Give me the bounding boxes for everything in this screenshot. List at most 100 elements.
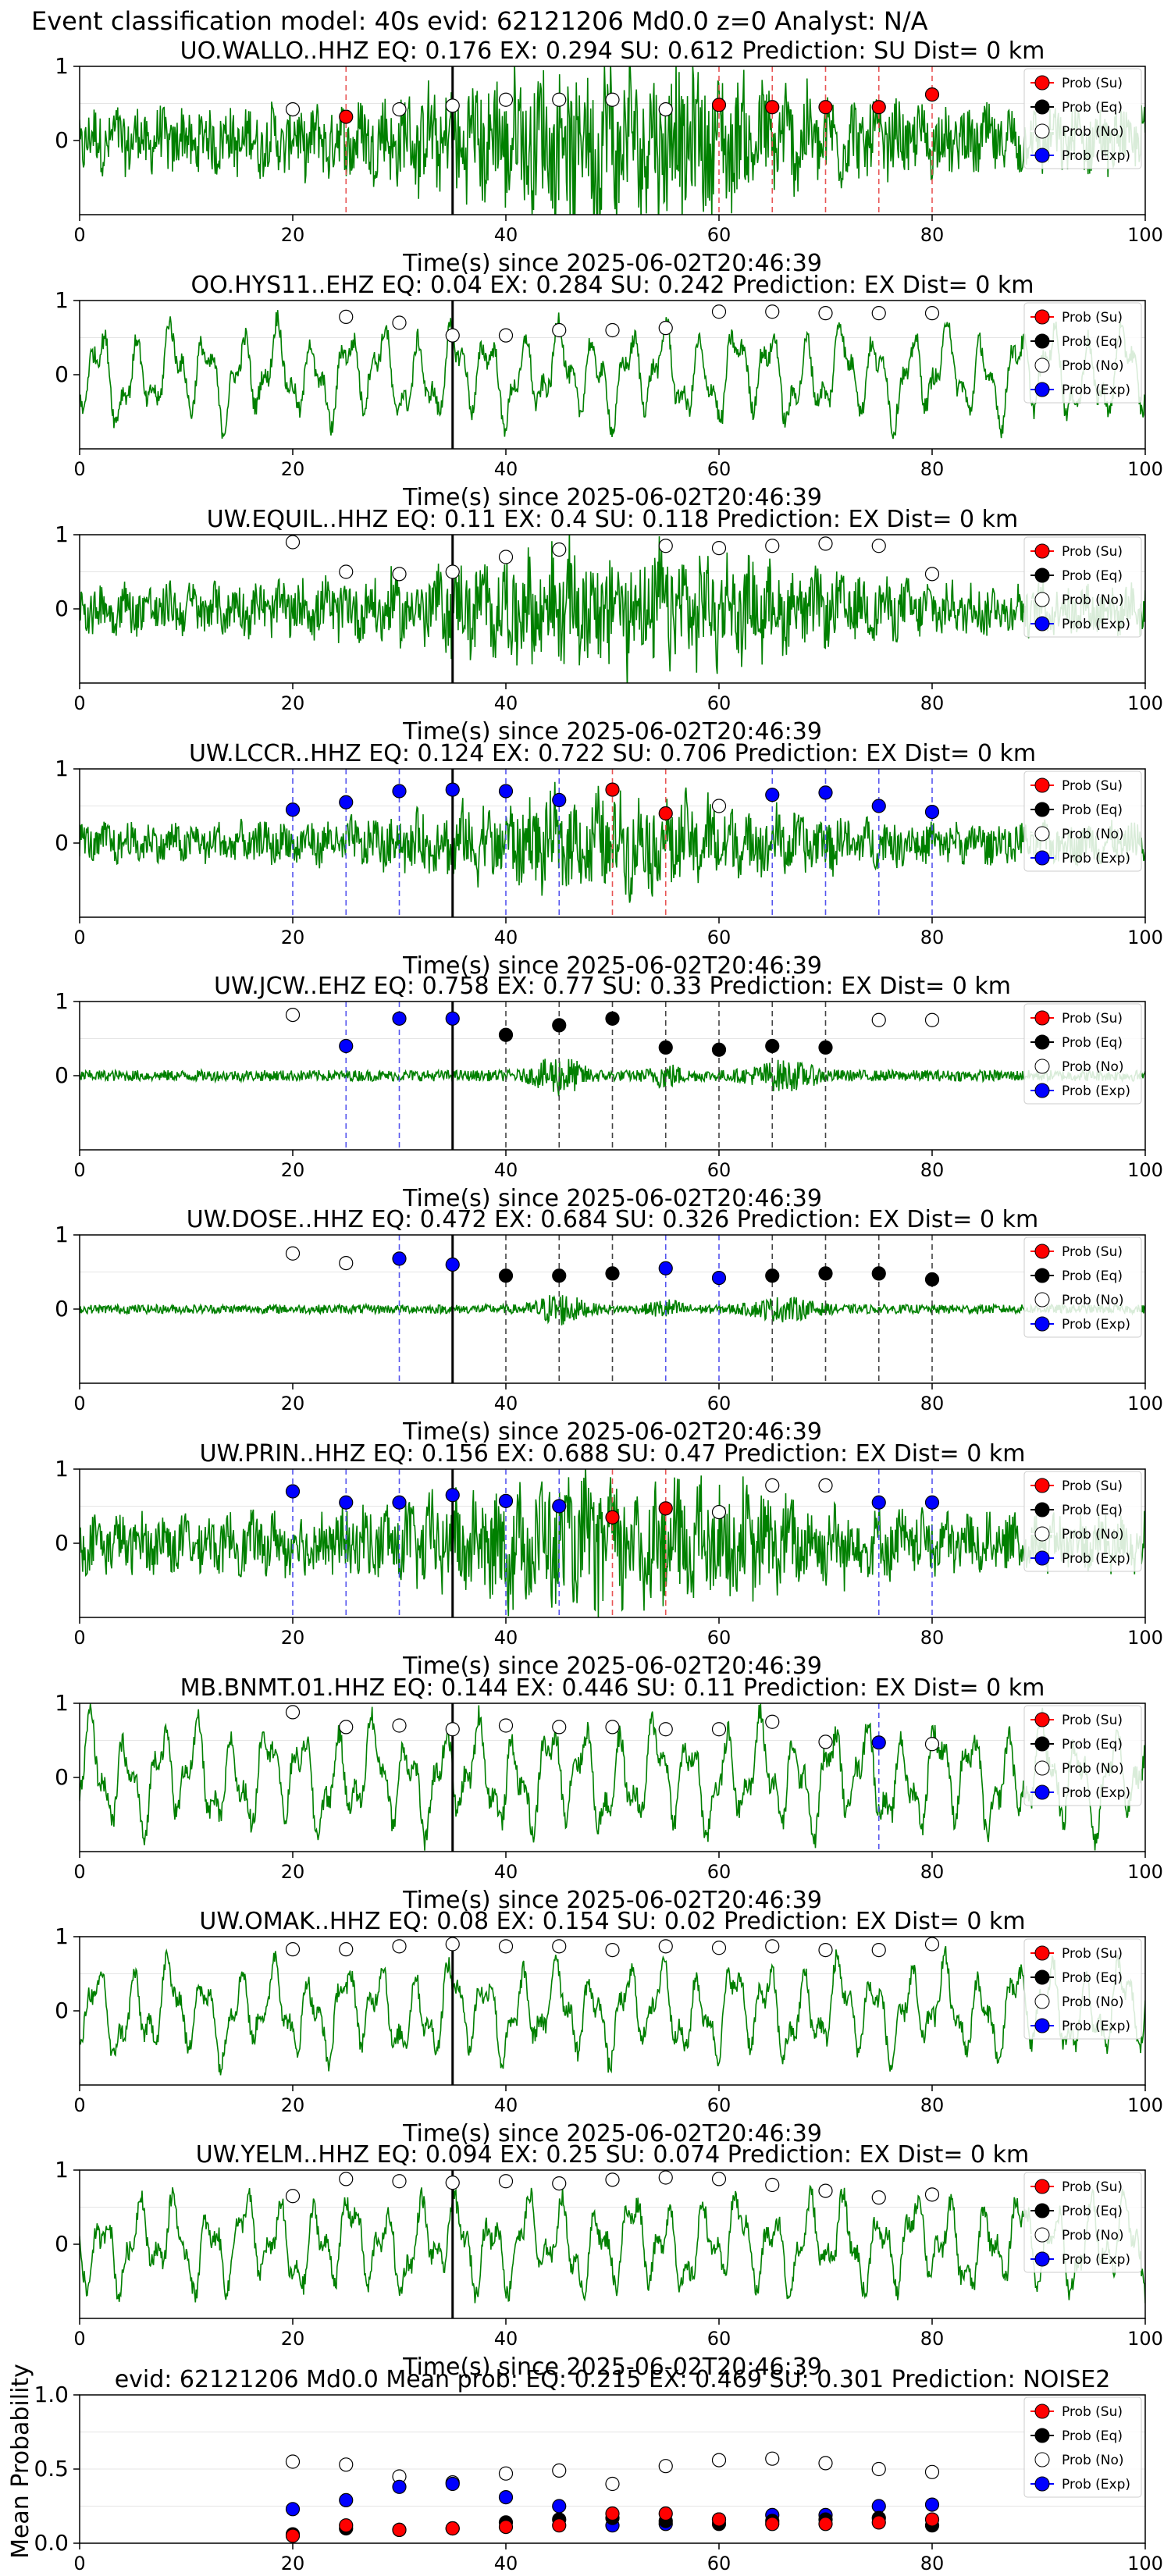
panel-legend-frame (1023, 68, 1142, 169)
prob-point-no (711, 2172, 727, 2186)
legend-marker-exp (1034, 850, 1050, 866)
prob-point-no (392, 1718, 407, 1733)
legend-marker-no (1034, 1292, 1050, 1308)
legend-label-eq: Prob (Eq) (1062, 2428, 1123, 2444)
prob-point-exp (871, 1495, 886, 1510)
panel-axis-xtick-label: 100 (1127, 1159, 1163, 1181)
prob-point-su (765, 100, 780, 115)
legend-label-no: Prob (No) (1062, 1059, 1124, 1075)
prob-point-exp (445, 1257, 460, 1272)
mean-point-no (924, 2464, 940, 2479)
prob-point-exp (871, 1735, 886, 1750)
waveform-trace (80, 66, 1145, 215)
panel-axis-xtick-label: 40 (494, 1393, 518, 1414)
prob-point-no (711, 799, 727, 813)
panel-axis-xtick-label: 100 (1127, 1393, 1163, 1414)
panel-axis-ytick-label: 0 (55, 361, 69, 387)
panel-axis-xtick-label: 40 (494, 458, 518, 480)
prob-point-no (285, 1007, 301, 1023)
panel-axis-ytick-label: 1 (55, 2157, 69, 2183)
prob-point-no (339, 564, 354, 579)
prob-point-exp (552, 792, 567, 808)
panel-axis-xtick-label: 20 (281, 2094, 305, 2116)
panel-axis-ytick-label: 0 (55, 830, 69, 856)
prob-point-no (605, 2172, 620, 2187)
panel-xlabel: Time(s) since 2025-06-02T20:46:39 (402, 2354, 822, 2381)
panel-xlabel: Time(s) since 2025-06-02T20:46:39 (402, 952, 822, 980)
waveform-trace (80, 535, 1145, 683)
prob-point-no (871, 539, 886, 553)
waveform-trace (80, 1945, 1145, 2076)
prob-point-no (285, 1705, 301, 1720)
mean-point-su (552, 2518, 567, 2533)
prob-point-exp (552, 1499, 567, 1514)
prob-point-no (924, 1012, 940, 1027)
prob-point-no (392, 1939, 407, 1954)
panel-axis-xtick-label: 80 (920, 1861, 945, 1883)
legend-marker-su (1034, 309, 1050, 325)
prob-point-no (552, 1939, 567, 1954)
panel-axis-xtick-label: 40 (494, 2094, 518, 2116)
prob-point-no (392, 567, 407, 582)
panel-axis-xtick-label: 100 (1127, 927, 1163, 948)
prob-point-exp (339, 1038, 354, 1054)
prob-point-eq (818, 1040, 833, 1055)
legend-label-no: Prob (No) (1062, 1761, 1124, 1777)
prob-point-eq (552, 1268, 567, 1283)
legend-label-no: Prob (No) (1062, 2453, 1124, 2468)
panel-legend-frame (1023, 302, 1142, 404)
legend-label-eq: Prob (Eq) (1062, 1503, 1123, 1518)
prob-point-no (818, 536, 833, 551)
prob-point-su (924, 87, 940, 102)
panel-axis-xtick-label: 100 (1127, 1627, 1163, 1649)
panel-legend: Prob (Su) Prob (Eq) Prob (No) Prob (Exp) (1023, 1705, 1142, 1806)
panel-axis-ytick-label: 1 (55, 53, 69, 79)
panel-axis-ytick-label: 0 (55, 1530, 69, 1556)
prob-point-no (871, 2190, 886, 2205)
panel-title: UW.PRIN..HHZ EQ: 0.156 EX: 0.688 SU: 0.4… (200, 1440, 1026, 1468)
prob-point-no (552, 92, 567, 107)
panel-axis-xtick-label: 100 (1127, 458, 1163, 480)
mean-point-su (871, 2515, 886, 2530)
prob-point-su (658, 1501, 673, 1516)
waveform-trace (80, 1295, 1145, 1325)
mean-point-no (605, 2476, 620, 2492)
prob-point-exp (765, 788, 780, 802)
legend-label-eq: Prob (Eq) (1062, 1970, 1123, 1986)
prob-point-no (658, 2170, 673, 2185)
prob-point-no (711, 304, 727, 319)
panel-axis-ytick-label: 0 (55, 1296, 69, 1322)
panel-legend: Prob (Su) Prob (Eq) Prob (No) Prob (Exp) (1023, 1938, 1142, 2040)
prob-point-exp (818, 785, 833, 800)
legend-marker-exp (1034, 2251, 1050, 2267)
panel-legend-frame (1023, 1938, 1142, 2040)
prob-point-su (818, 100, 833, 115)
legend-label-su: Prob (Su) (1062, 2404, 1123, 2420)
panel-axis-xtick-label: 60 (707, 927, 731, 948)
panel-axis-xtick-label: 100 (1127, 2094, 1163, 2116)
panel-axis-xtick-label: 20 (281, 2328, 305, 2350)
legend-marker-su (1034, 1478, 1050, 1493)
legend-label-eq: Prob (Eq) (1062, 1035, 1123, 1051)
mean-point-exp (285, 2502, 301, 2517)
prob-point-no (498, 550, 514, 564)
panel-xlabel: Time(s) since 2025-06-02T20:46:39 (402, 2120, 822, 2147)
panel-axis-xtick-label: 60 (707, 1393, 731, 1414)
panel-5: UW.JCW..EHZ EQ: 0.758 EX: 0.77 SU: 0.33 … (55, 973, 1163, 1212)
waveform-trace (80, 1703, 1145, 1851)
legend-marker-exp (1034, 1550, 1050, 1566)
panel-axis-xtick-label: 80 (920, 224, 945, 246)
panel-legend-frame (1023, 536, 1142, 638)
panel-legend: Prob (Su) Prob (Eq) Prob (No) Prob (Exp) (1023, 302, 1142, 404)
legend-marker-eq (1034, 1034, 1050, 1050)
panel-legend: Prob (Su) Prob (Eq) Prob (No) Prob (Exp) (1023, 1236, 1142, 1338)
panel-axis-xtick-label: 0 (73, 1627, 85, 1649)
prob-point-eq (605, 1266, 620, 1281)
prob-point-exp (445, 782, 460, 797)
prob-point-no (711, 1722, 727, 1737)
prob-point-su (339, 109, 354, 124)
prob-point-no (818, 1943, 833, 1958)
panel-2: OO.HYS11..EHZ EQ: 0.04 EX: 0.284 SU: 0.2… (55, 272, 1163, 511)
mean-point-su (605, 2506, 620, 2521)
mean-axis-xtick-label: 40 (494, 2553, 518, 2574)
